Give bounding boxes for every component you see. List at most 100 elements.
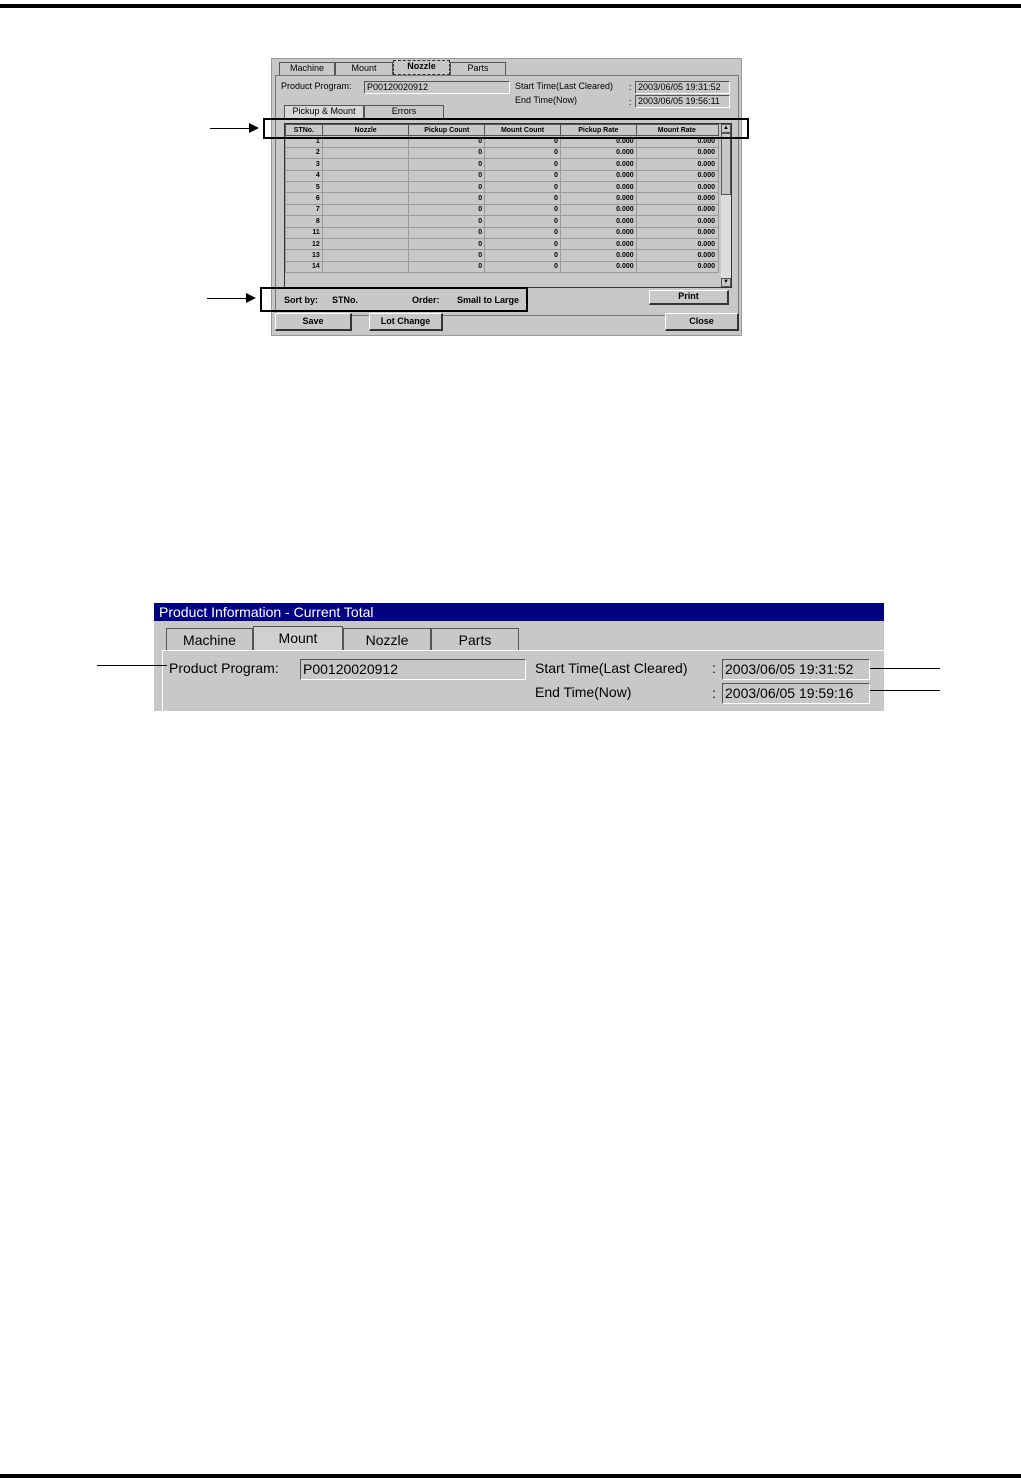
table-cell: 0.000	[559, 237, 637, 251]
scroll-up-icon[interactable]: ▲	[721, 124, 731, 133]
table-cell: 0.000	[635, 226, 720, 239]
table-cell: 0.000	[559, 249, 637, 262]
table-cell: 0.000	[559, 146, 637, 160]
table-row[interactable]: 14 0 0 0.000 0.000	[285, 260, 720, 274]
table-cell: 8	[285, 215, 323, 228]
table-cell: 0.000	[559, 203, 637, 217]
table-row[interactable]: 3 0 0 0.000 0.000	[285, 158, 720, 171]
table-cell: 0.000	[635, 158, 720, 171]
sort-by-label: Sort by:	[284, 295, 319, 305]
table-cell: 0	[484, 237, 561, 251]
top-rule	[0, 4, 1021, 8]
callout-line-product-program	[97, 665, 167, 666]
subtab-errors[interactable]: Errors	[364, 105, 444, 118]
table-row[interactable]: 12 0 0 0.000 0.000	[285, 237, 720, 251]
print-button[interactable]: Print	[649, 290, 729, 305]
table-cell: 0	[408, 158, 486, 171]
table-cell	[321, 203, 410, 217]
table-cell: 0	[484, 169, 561, 182]
table-cell: 0.000	[635, 260, 720, 274]
table-cell	[321, 249, 410, 262]
subtab-pickup-mount[interactable]: Pickup & Mount	[284, 105, 364, 118]
colon: :	[629, 97, 632, 107]
table-cell	[321, 237, 410, 251]
tab-panel	[275, 75, 739, 316]
sort-by-value: STNo.	[332, 295, 358, 305]
scrollbar-thumb[interactable]	[721, 133, 731, 195]
table-row[interactable]: 11 0 0 0.000 0.000	[285, 226, 720, 239]
table-cell: 0	[408, 215, 486, 228]
table-cell: 0	[484, 146, 561, 160]
tab-mount[interactable]: Mount	[253, 626, 343, 650]
table-cell: 0	[408, 146, 486, 160]
callout-box-sort	[260, 287, 528, 312]
table-row[interactable]: 7 0 0 0.000 0.000	[285, 203, 720, 217]
start-time-label: Start Time(Last Cleared)	[535, 660, 688, 676]
window-title: Product Information - Current Total	[154, 603, 884, 621]
table-cell: 0.000	[635, 215, 720, 228]
table-row[interactable]: 13 0 0 0.000 0.000	[285, 249, 720, 262]
table-cell: 0	[484, 158, 561, 171]
tab-parts[interactable]: Parts	[450, 62, 506, 75]
table-row[interactable]: 5 0 0 0.000 0.000	[285, 180, 720, 194]
table-cell	[321, 226, 410, 239]
callout-arrow-line	[210, 128, 250, 129]
table-cell: 0.000	[559, 226, 637, 239]
table-cell: 0.000	[559, 192, 637, 205]
table-cell: 0.000	[635, 203, 720, 217]
table-cell: 0.000	[559, 215, 637, 228]
close-button[interactable]: Close	[665, 313, 739, 331]
scroll-down-icon[interactable]: ▼	[721, 278, 731, 287]
colon: :	[629, 82, 632, 92]
table-cell: 0	[408, 249, 486, 262]
table-cell: 0.000	[635, 249, 720, 262]
table-cell: 0	[408, 226, 486, 239]
table-row[interactable]: 6 0 0 0.000 0.000	[285, 192, 720, 205]
table-cell: 0	[484, 180, 561, 194]
table-cell	[321, 192, 410, 205]
callout-line-end-time	[870, 690, 940, 691]
end-time-label: End Time(Now)	[515, 95, 578, 105]
table-cell: 14	[285, 260, 323, 274]
tab-parts[interactable]: Parts	[431, 628, 519, 650]
product-program-label: Product Program:	[169, 660, 279, 676]
table-cell: 0	[484, 260, 561, 274]
vertical-scrollbar[interactable]: ▲ ▼	[721, 124, 731, 287]
table-row[interactable]: 8 0 0 0.000 0.000	[285, 215, 720, 228]
table-cell	[321, 169, 410, 182]
nozzle-info-window: Machine Mount Nozzle Parts Product Progr…	[271, 58, 742, 336]
table-cell: 0.000	[635, 192, 720, 205]
table-row[interactable]: 2 0 0 0.000 0.000	[285, 146, 720, 160]
callout-box-header	[263, 118, 749, 139]
table-row[interactable]: 4 0 0 0.000 0.000	[285, 169, 720, 182]
table-cell	[321, 215, 410, 228]
table-cell: 0	[484, 215, 561, 228]
table-cell	[321, 180, 410, 194]
table-cell: 0	[408, 169, 486, 182]
table-cell: 0.000	[559, 169, 637, 182]
product-program-label: Product Program:	[281, 81, 352, 91]
table-cell: 0	[484, 226, 561, 239]
table-cell: 0	[408, 203, 486, 217]
order-value: Small to Large	[457, 295, 520, 305]
product-program-field: P00120020912	[300, 659, 526, 680]
end-time-field: 2003/06/05 19:56:11	[635, 95, 730, 108]
save-button[interactable]: Save	[275, 313, 352, 331]
table-cell: 5	[285, 180, 323, 194]
table-cell: 0	[484, 203, 561, 217]
product-info-window: Product Information - Current Total Mach…	[154, 603, 885, 712]
table-cell: 12	[285, 237, 323, 251]
tab-machine[interactable]: Machine	[279, 62, 335, 75]
table-cell: 0	[408, 180, 486, 194]
tab-panel	[162, 650, 885, 712]
table-cell: 0.000	[635, 169, 720, 182]
table-cell	[321, 158, 410, 171]
tab-nozzle[interactable]: Nozzle	[393, 60, 450, 75]
table-cell: 13	[285, 249, 323, 262]
tab-mount[interactable]: Mount	[335, 62, 393, 75]
tab-nozzle[interactable]: Nozzle	[343, 628, 431, 650]
table-cell	[321, 146, 410, 160]
arrow-icon	[249, 123, 259, 133]
tab-machine[interactable]: Machine	[166, 628, 253, 650]
lot-change-button[interactable]: Lot Change	[369, 313, 443, 331]
